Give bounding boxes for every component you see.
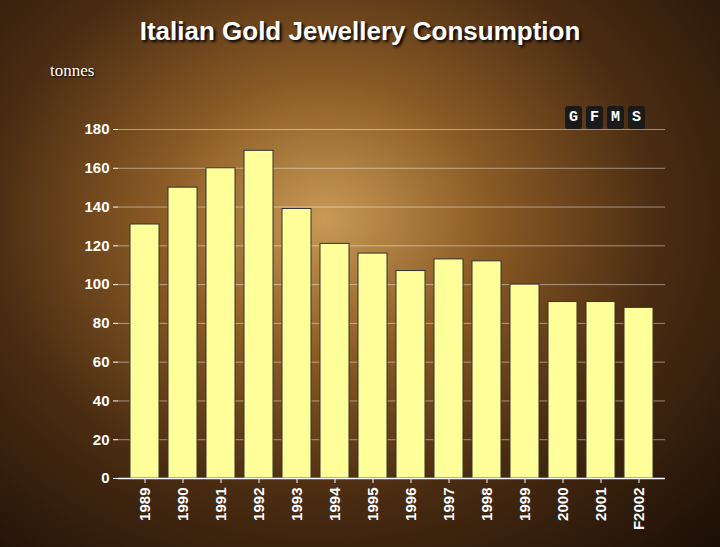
svg-text:1991: 1991 bbox=[212, 488, 229, 521]
svg-text:1994: 1994 bbox=[326, 487, 343, 521]
svg-text:80: 80 bbox=[93, 314, 110, 331]
svg-text:1998: 1998 bbox=[478, 488, 495, 521]
html-text:Italian Gold Jewellery Consump: Italian Gold Jewellery Consumption bbox=[139, 16, 581, 46]
svg-text:40: 40 bbox=[93, 392, 110, 409]
html-text:M: M bbox=[611, 109, 620, 126]
svg-text:140: 140 bbox=[84, 198, 109, 215]
svg-text:1990: 1990 bbox=[174, 488, 191, 521]
svg-text:2000: 2000 bbox=[554, 488, 571, 521]
svg-text:60: 60 bbox=[93, 353, 110, 370]
svg-text:1992: 1992 bbox=[250, 488, 267, 521]
svg-text:1995: 1995 bbox=[364, 488, 381, 521]
svg-text:1993: 1993 bbox=[288, 488, 305, 521]
svg-text:100: 100 bbox=[84, 275, 109, 292]
svg-text:2001: 2001 bbox=[592, 488, 609, 521]
svg-text:120: 120 bbox=[84, 237, 109, 254]
svg-text:1999: 1999 bbox=[516, 488, 533, 521]
svg-text:20: 20 bbox=[93, 431, 110, 448]
svg-text:1997: 1997 bbox=[440, 488, 457, 521]
svg-text:F2002: F2002 bbox=[630, 488, 647, 531]
svg-text:1989: 1989 bbox=[136, 488, 153, 521]
svg-text:160: 160 bbox=[84, 159, 109, 176]
svg-text:1996: 1996 bbox=[402, 488, 419, 521]
html-text:S: S bbox=[632, 109, 641, 126]
html-text:tonnes: tonnes bbox=[50, 61, 95, 80]
svg-text:180: 180 bbox=[84, 120, 109, 137]
html-text:F: F bbox=[590, 109, 599, 126]
html-text:G: G bbox=[568, 109, 578, 126]
svg-text:0: 0 bbox=[101, 469, 109, 486]
